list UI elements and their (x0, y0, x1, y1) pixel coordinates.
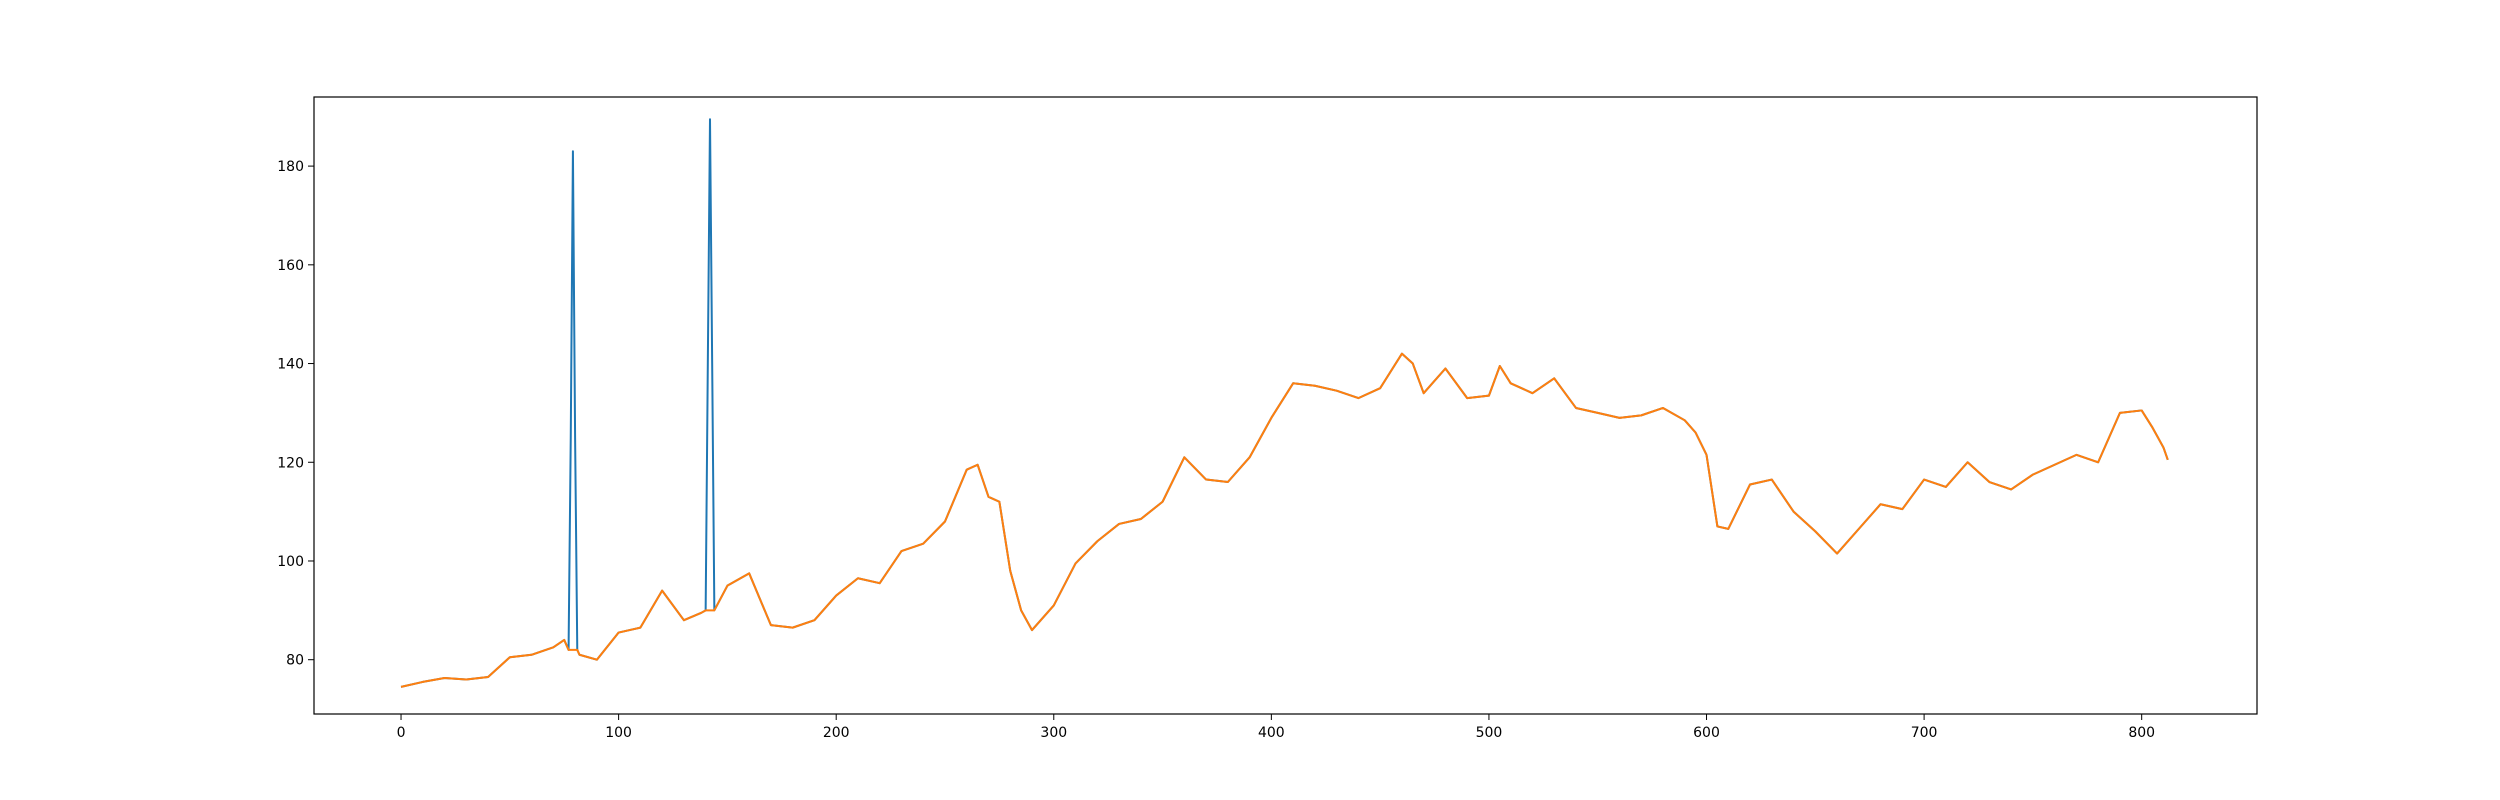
x-axis: 0 100 200 300 400 500 600 700 800 (397, 714, 2155, 741)
x-tick-label: 400 (1258, 725, 1285, 741)
x-tick-label: 200 (823, 725, 850, 741)
series-layer (400, 118, 2169, 688)
axes-frame (313, 96, 2258, 715)
x-tick-label: 100 (605, 725, 632, 741)
x-tick-label: 700 (1911, 725, 1938, 741)
y-tick-label: 100 (277, 554, 304, 570)
x-tick-label: 300 (1040, 725, 1067, 741)
y-tick-label: 160 (277, 258, 304, 274)
y-tick-label: 140 (277, 357, 304, 373)
x-tick-label: 0 (397, 725, 406, 741)
x-tick-label: 800 (2128, 725, 2155, 741)
y-tick-label: 180 (277, 159, 304, 175)
series-line-2 (400, 352, 2169, 688)
y-tick-label: 120 (277, 455, 304, 471)
x-tick-label: 600 (1693, 725, 1720, 741)
y-axis: 80 100 120 140 160 180 (277, 159, 314, 669)
x-tick-label: 500 (1476, 725, 1503, 741)
series-line-1 (400, 118, 2169, 688)
plot-area (313, 96, 2258, 715)
y-tick-label: 80 (286, 653, 304, 669)
